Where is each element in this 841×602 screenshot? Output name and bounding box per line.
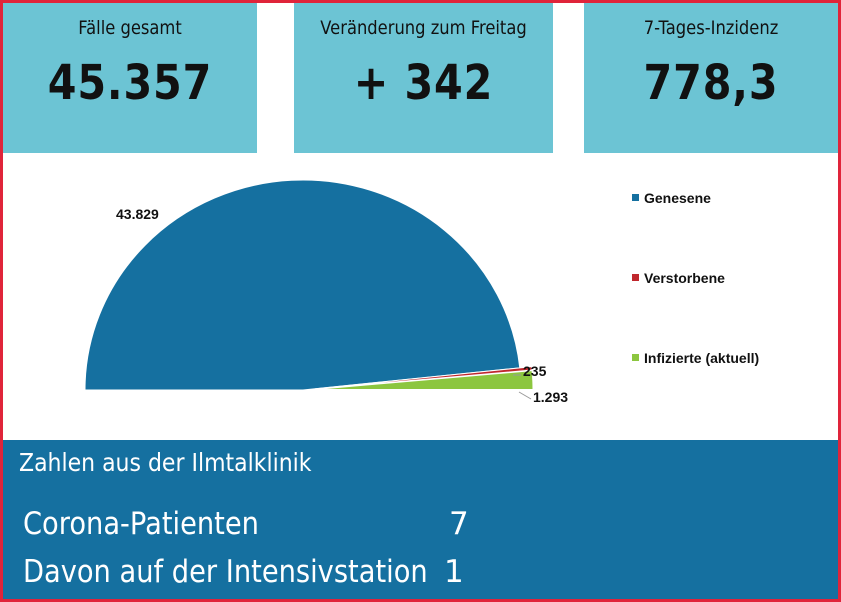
legend-swatch-genesene bbox=[632, 194, 639, 201]
stat-label: Veränderung zum Freitag bbox=[320, 17, 527, 39]
stat-value: 45.357 bbox=[47, 55, 213, 111]
clinic-panel: Zahlen aus der Ilmtalklinik Corona-Patie… bbox=[3, 440, 838, 599]
clinic-title: Zahlen aus der Ilmtalklinik bbox=[19, 448, 312, 477]
legend-label-genesene: Genesene bbox=[644, 190, 711, 206]
stat-label: Fälle gesamt bbox=[78, 17, 182, 39]
clinic-row-value: 7 bbox=[449, 506, 469, 542]
legend-label-verstorbene: Verstorbene bbox=[644, 270, 725, 286]
chart-legend: Genesene Verstorbene Infizierte (aktuell) bbox=[632, 190, 759, 366]
pie-slices bbox=[84, 179, 534, 391]
data-label-infizierte: 1.293 bbox=[533, 389, 568, 405]
stat-card-incidence: 7-Tages-Inzidenz 778,3 bbox=[584, 3, 838, 153]
stat-label: 7-Tages-Inzidenz bbox=[643, 17, 779, 39]
slice-genesene bbox=[84, 179, 521, 391]
clinic-row-label: Corona-Patienten bbox=[23, 506, 259, 542]
stat-value: 778,3 bbox=[643, 55, 779, 111]
half-pie-chart: 43.829 235 1.293 Genesene Verstorbene Infizi… bbox=[84, 179, 759, 405]
legend-swatch-verstorbene bbox=[632, 274, 639, 281]
slice-verstorbene bbox=[314, 366, 533, 390]
clinic-row-label: Davon auf der Intensivstation bbox=[23, 554, 428, 590]
clinic-row-value: 1 bbox=[444, 554, 464, 590]
legend-swatch-infizierte bbox=[632, 354, 639, 361]
data-label-genesene: 43.829 bbox=[116, 206, 159, 222]
stat-card-change: Veränderung zum Freitag + 342 bbox=[294, 3, 553, 153]
legend-label-infizierte: Infizierte (aktuell) bbox=[644, 350, 759, 366]
stat-card-total-cases: Fälle gesamt 45.357 bbox=[3, 3, 257, 153]
pie-data-labels: 43.829 235 1.293 bbox=[116, 206, 568, 405]
stat-value: + 342 bbox=[353, 55, 494, 111]
slice-infizierte bbox=[314, 370, 534, 390]
leader-line bbox=[518, 391, 532, 400]
data-label-verstorbene: 235 bbox=[523, 363, 547, 379]
